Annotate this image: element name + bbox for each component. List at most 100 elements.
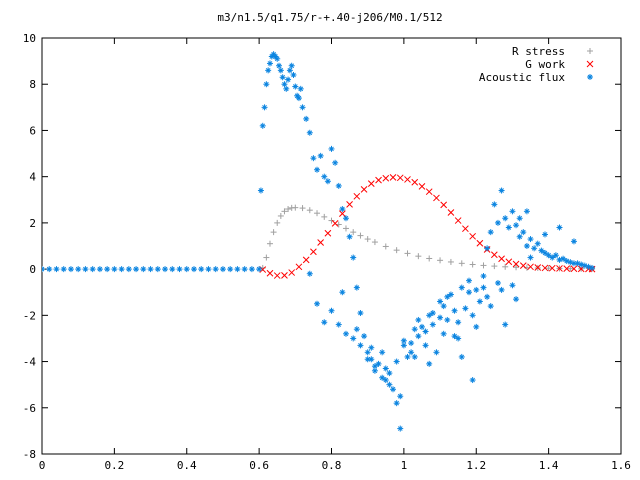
data-point [552,252,559,259]
legend-label: Acoustic flux [479,71,565,84]
data-point [462,225,469,233]
data-point [458,284,465,291]
data-point [234,266,241,273]
data-point [360,186,368,193]
x-tick-label: 0.8 [322,459,342,472]
x-tick-label: 0 [39,459,46,472]
data-point [491,201,498,208]
data-point [368,344,375,351]
data-point [140,266,147,273]
data-point [265,67,272,74]
data-point [484,245,491,252]
data-point [346,233,353,240]
data-point [118,266,125,273]
data-point [302,256,310,264]
data-point [350,254,357,261]
data-point [393,400,400,407]
y-tick-label: 10 [23,32,36,45]
data-point [433,194,440,202]
data-point [393,247,400,254]
data-point [429,321,436,328]
data-point [404,250,411,257]
data-point [386,370,393,377]
data-point [53,266,60,273]
data-point [476,239,484,247]
data-point [82,266,89,273]
x-tick-label: 1 [401,459,408,472]
data-point [411,178,419,186]
data-point [205,266,212,273]
data-point [67,266,74,273]
data-point [469,232,476,240]
data-point [484,293,491,300]
series-r-stress [259,204,596,272]
data-point [368,356,375,363]
data-point [332,159,339,166]
data-point [104,266,111,273]
data-point [314,166,321,173]
data-point [447,209,455,216]
y-tick-label: 4 [29,171,36,184]
y-tick-label: -2 [23,309,36,322]
data-point [513,264,520,271]
data-point [556,224,563,231]
y-tick-label: -8 [23,448,36,461]
y-tick-label: 0 [29,263,36,276]
data-point [303,115,310,122]
data-point [408,340,415,347]
data-point [415,253,422,260]
data-point [480,262,487,269]
data-point [270,229,277,236]
data-point [317,152,324,159]
data-point [397,393,404,400]
data-point [447,258,454,265]
data-point [502,263,509,270]
data-point [512,260,520,268]
data-point [248,266,255,273]
data-point [490,251,498,259]
data-point [75,266,82,273]
data-point [411,353,418,360]
data-point [509,282,516,289]
data-point [335,182,342,189]
data-point [350,335,357,342]
data-point [321,319,328,326]
data-point [375,360,382,367]
data-point [241,266,248,273]
y-tick-label: 6 [29,124,36,137]
data-point [548,264,556,272]
data-point [516,233,523,240]
x-tick-label: 0.6 [249,459,269,472]
data-point [545,252,552,259]
data-point [574,260,581,267]
data-point [212,266,219,273]
data-point [458,353,465,360]
data-point [473,286,480,293]
data-point [516,215,523,222]
data-point [451,307,458,314]
data-point [404,176,411,183]
data-point [335,321,342,328]
x-tick-label: 1.6 [611,459,631,472]
data-point [527,263,534,271]
data-point [422,342,429,349]
data-point [455,319,462,326]
data-point [476,298,483,305]
data-point [519,262,527,269]
data-point [317,239,324,246]
y-tick-label: 8 [29,78,36,91]
data-point [473,323,480,330]
data-point [295,95,302,102]
legend-label: G work [525,58,565,71]
data-point [42,266,45,273]
data-point [444,316,451,323]
data-point [567,265,574,272]
data-point [444,293,451,300]
data-point [46,266,53,273]
data-point [396,174,404,182]
data-point [154,266,161,273]
data-point [281,271,288,279]
data-point [339,206,346,213]
data-point [375,176,382,184]
legend-label: R stress [512,45,565,58]
